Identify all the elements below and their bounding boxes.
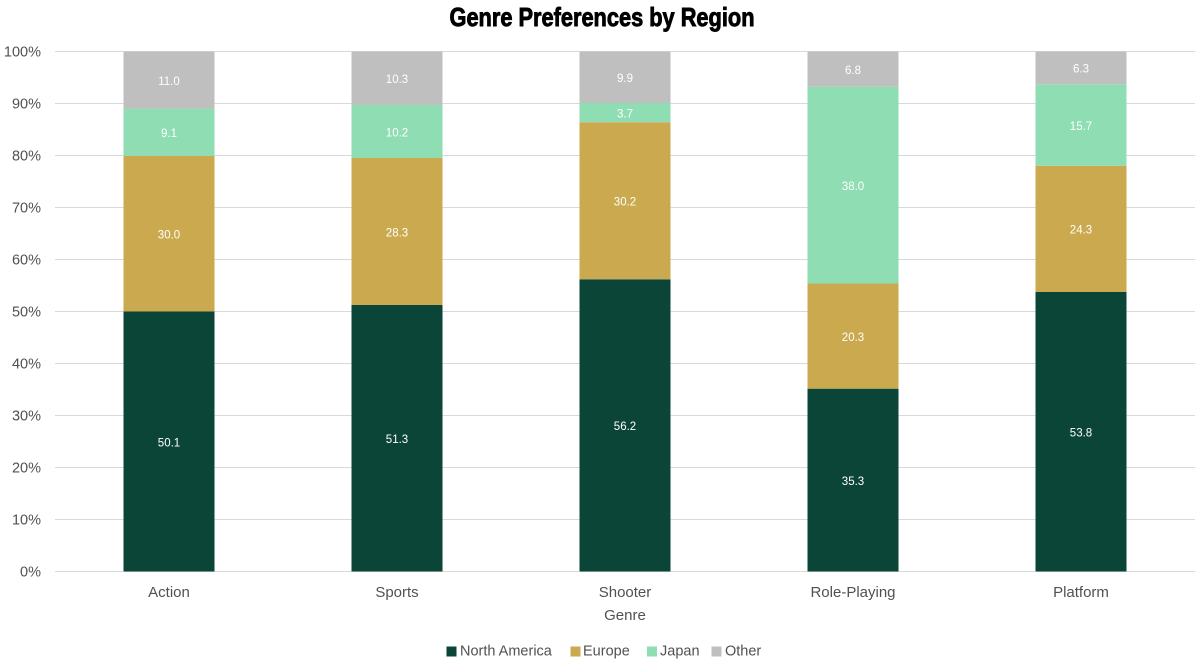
svg-text:50%: 50% [12,305,41,321]
svg-text:Genre Preferences by Region: Genre Preferences by Region [450,2,755,32]
svg-text:North America: North America [460,644,553,660]
svg-text:Shooter: Shooter [599,584,652,601]
svg-text:20%: 20% [12,461,41,477]
svg-text:51.3: 51.3 [386,434,408,446]
svg-text:35.3: 35.3 [842,476,864,488]
svg-text:60%: 60% [12,253,41,269]
svg-text:6.3: 6.3 [1073,64,1089,76]
svg-text:6.8: 6.8 [845,65,861,77]
svg-text:Action: Action [148,584,190,601]
svg-text:Japan: Japan [660,644,700,660]
svg-text:Platform: Platform [1053,584,1109,601]
svg-text:20.3: 20.3 [842,332,864,344]
svg-text:28.3: 28.3 [386,227,408,239]
svg-text:9.9: 9.9 [617,73,633,85]
svg-text:30.0: 30.0 [158,230,180,242]
svg-text:Role-Playing: Role-Playing [810,584,895,601]
svg-text:10%: 10% [12,513,41,529]
svg-text:11.0: 11.0 [158,76,180,88]
svg-text:40%: 40% [12,357,41,373]
svg-text:38.0: 38.0 [842,181,864,193]
svg-text:80%: 80% [12,149,41,165]
svg-text:30%: 30% [12,409,41,425]
svg-text:9.1: 9.1 [161,128,177,140]
svg-text:50.1: 50.1 [158,437,180,449]
svg-text:15.7: 15.7 [1070,121,1092,133]
svg-text:100%: 100% [4,45,41,61]
svg-text:Genre: Genre [604,607,646,624]
svg-text:10.3: 10.3 [386,74,408,86]
svg-text:Sports: Sports [375,584,418,601]
svg-text:Europe: Europe [583,644,630,660]
svg-text:70%: 70% [12,201,41,217]
svg-text:3.7: 3.7 [617,108,633,120]
svg-text:10.2: 10.2 [386,127,408,139]
svg-text:30.2: 30.2 [614,197,636,209]
svg-text:0%: 0% [20,565,41,581]
svg-text:90%: 90% [12,97,41,113]
svg-text:24.3: 24.3 [1070,225,1092,237]
svg-text:56.2: 56.2 [614,421,636,433]
svg-text:Other: Other [725,644,761,660]
svg-text:53.8: 53.8 [1070,428,1092,440]
